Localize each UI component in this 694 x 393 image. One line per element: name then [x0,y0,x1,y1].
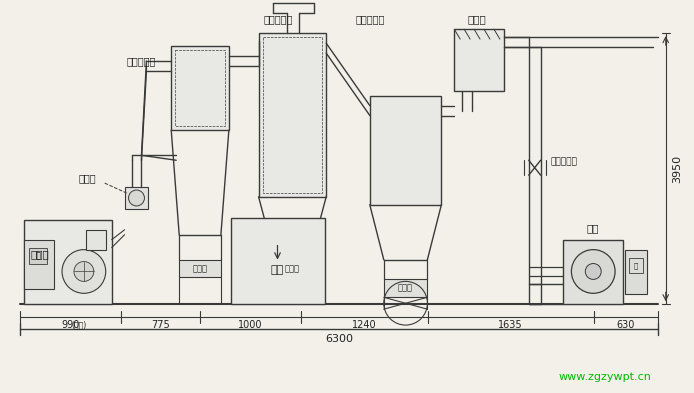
Text: 口: 口 [634,262,638,269]
Bar [86,230,105,250]
Bar [455,29,504,91]
Text: 旋风分离器: 旋风分离器 [127,56,156,66]
Text: 关风机: 关风机 [192,264,208,273]
Text: 630: 630 [616,320,635,330]
Text: 风量调节阀: 风量调节阀 [550,158,577,167]
Bar [262,37,322,193]
Bar [24,240,54,289]
Bar [125,187,149,209]
Circle shape [585,264,601,279]
Text: 关风机: 关风机 [285,264,300,273]
Text: 脉冲除尘器: 脉冲除尘器 [355,14,384,24]
Circle shape [62,250,105,293]
Text: 风机: 风机 [587,223,600,233]
Bar [175,50,225,127]
Text: 进风口弯管: 进风口弯管 [264,14,293,24]
Bar [629,257,643,274]
Text: 消音器: 消音器 [468,14,486,24]
Text: 990: 990 [62,320,80,330]
Text: 观察管: 观察管 [78,173,96,183]
Bar [384,279,428,297]
Bar [370,96,441,205]
Text: www.zgzywpt.cn: www.zgzywpt.cn [559,372,652,382]
Text: 1000: 1000 [238,320,263,330]
Bar [564,240,623,304]
Text: 775: 775 [151,320,170,330]
Bar [24,220,112,304]
Circle shape [128,190,144,206]
Bar [271,259,314,277]
Circle shape [571,250,615,293]
Text: 微粉机: 微粉机 [31,250,49,260]
Text: 3950: 3950 [672,154,683,183]
Text: 1240: 1240 [352,320,377,330]
Bar [625,250,647,294]
Bar [231,218,325,304]
Bar [29,248,47,264]
Text: 1635: 1635 [498,320,523,330]
Bar [179,259,221,277]
Text: 关风机: 关风机 [398,284,413,293]
Text: 口: 口 [35,251,41,260]
Bar [171,46,229,130]
Text: (裤架): (裤架) [71,321,86,330]
Circle shape [74,261,94,281]
Text: 成品: 成品 [271,266,284,275]
Text: 6300: 6300 [325,334,353,344]
Bar [259,33,326,197]
